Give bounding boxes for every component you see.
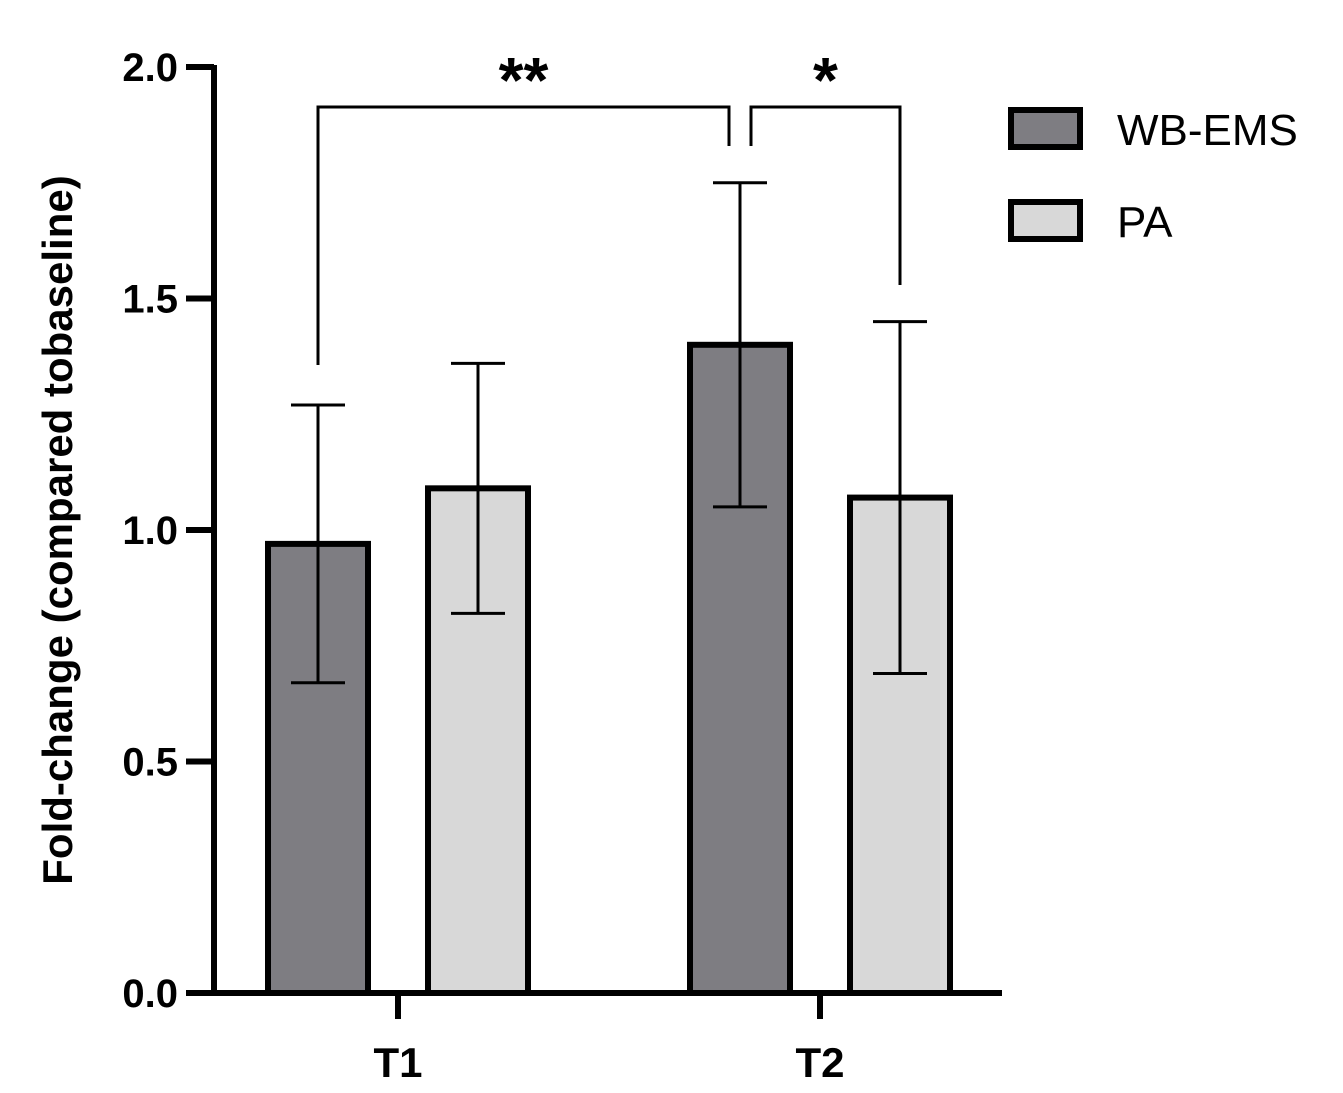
legend-label: PA — [1117, 198, 1173, 247]
legend-swatch — [1008, 107, 1083, 150]
error-bar-t1-wb-ems — [291, 403, 345, 685]
y-tick-label: 0.0 — [122, 972, 178, 1016]
y-tick-label: 1.5 — [122, 278, 178, 322]
bar-t2-pa — [847, 494, 953, 996]
x-tick-label: T1 — [373, 1039, 422, 1086]
legend-label: WB-EMS — [1117, 106, 1298, 155]
y-tick-label: 1.0 — [122, 509, 178, 553]
y-axis-title: Fold-change (compared tobaseline) — [34, 175, 81, 884]
error-bar-t2-pa — [873, 320, 927, 676]
significance-label: * — [813, 44, 838, 116]
legend-item-pa: PA — [1008, 198, 1173, 247]
y-tick-label: 0.5 — [122, 741, 178, 785]
error-bar-t1-pa — [451, 361, 505, 615]
legend-item-wb-ems: WB-EMS — [1008, 106, 1298, 155]
significance-bracket — [749, 105, 902, 285]
error-bar-t2-wb-ems — [713, 181, 767, 509]
x-tick-label: T2 — [795, 1039, 844, 1086]
significance-label: ** — [499, 44, 549, 116]
legend-swatch — [1008, 199, 1083, 242]
significance-bracket — [316, 105, 731, 365]
y-tick-label: 2.0 — [122, 46, 178, 90]
